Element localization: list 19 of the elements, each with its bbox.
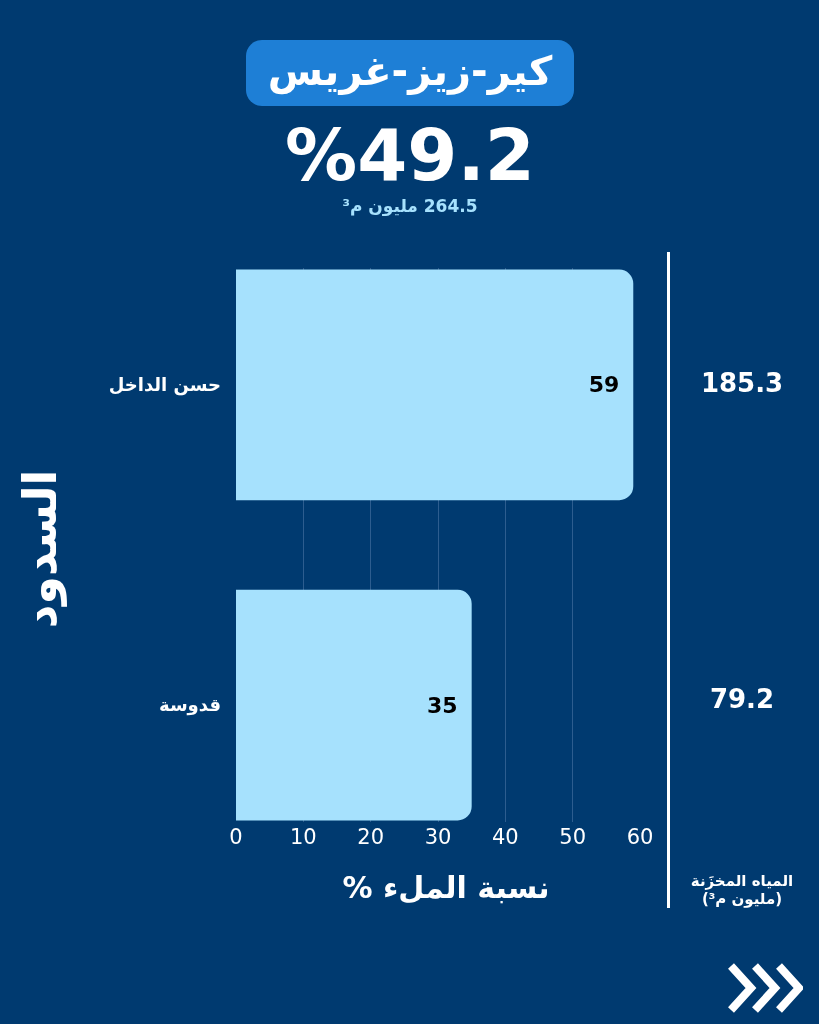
x-axis-title: نسبة الملء % [341, 870, 551, 905]
x-tick-label: 60 [626, 825, 654, 849]
chart-title: كير-زيز-غريس [246, 40, 574, 106]
data-label: 35 [427, 692, 458, 718]
text: 264.5 مليون م³ [341, 196, 479, 216]
x-tick-label: 10 [289, 825, 317, 849]
text: 185.3 [699, 368, 785, 398]
y-axis-title: السدود [13, 468, 67, 631]
x-tick-label: 20 [357, 825, 385, 849]
data-label: 59 [588, 372, 620, 398]
text: المياه المخزَنة (مليون م³) [689, 872, 795, 908]
x-tick-label: 30 [424, 825, 452, 849]
x-tick-label: 0 [229, 825, 243, 849]
chart-subtitle: %49.2 [284, 112, 536, 198]
x-tick-label: 40 [491, 825, 519, 849]
y-tick-label: قدوسة [159, 694, 221, 717]
y-tick-label: حسن الداخل [108, 374, 221, 397]
x-tick-label: 50 [559, 825, 587, 849]
text: 79.2 [708, 684, 776, 714]
